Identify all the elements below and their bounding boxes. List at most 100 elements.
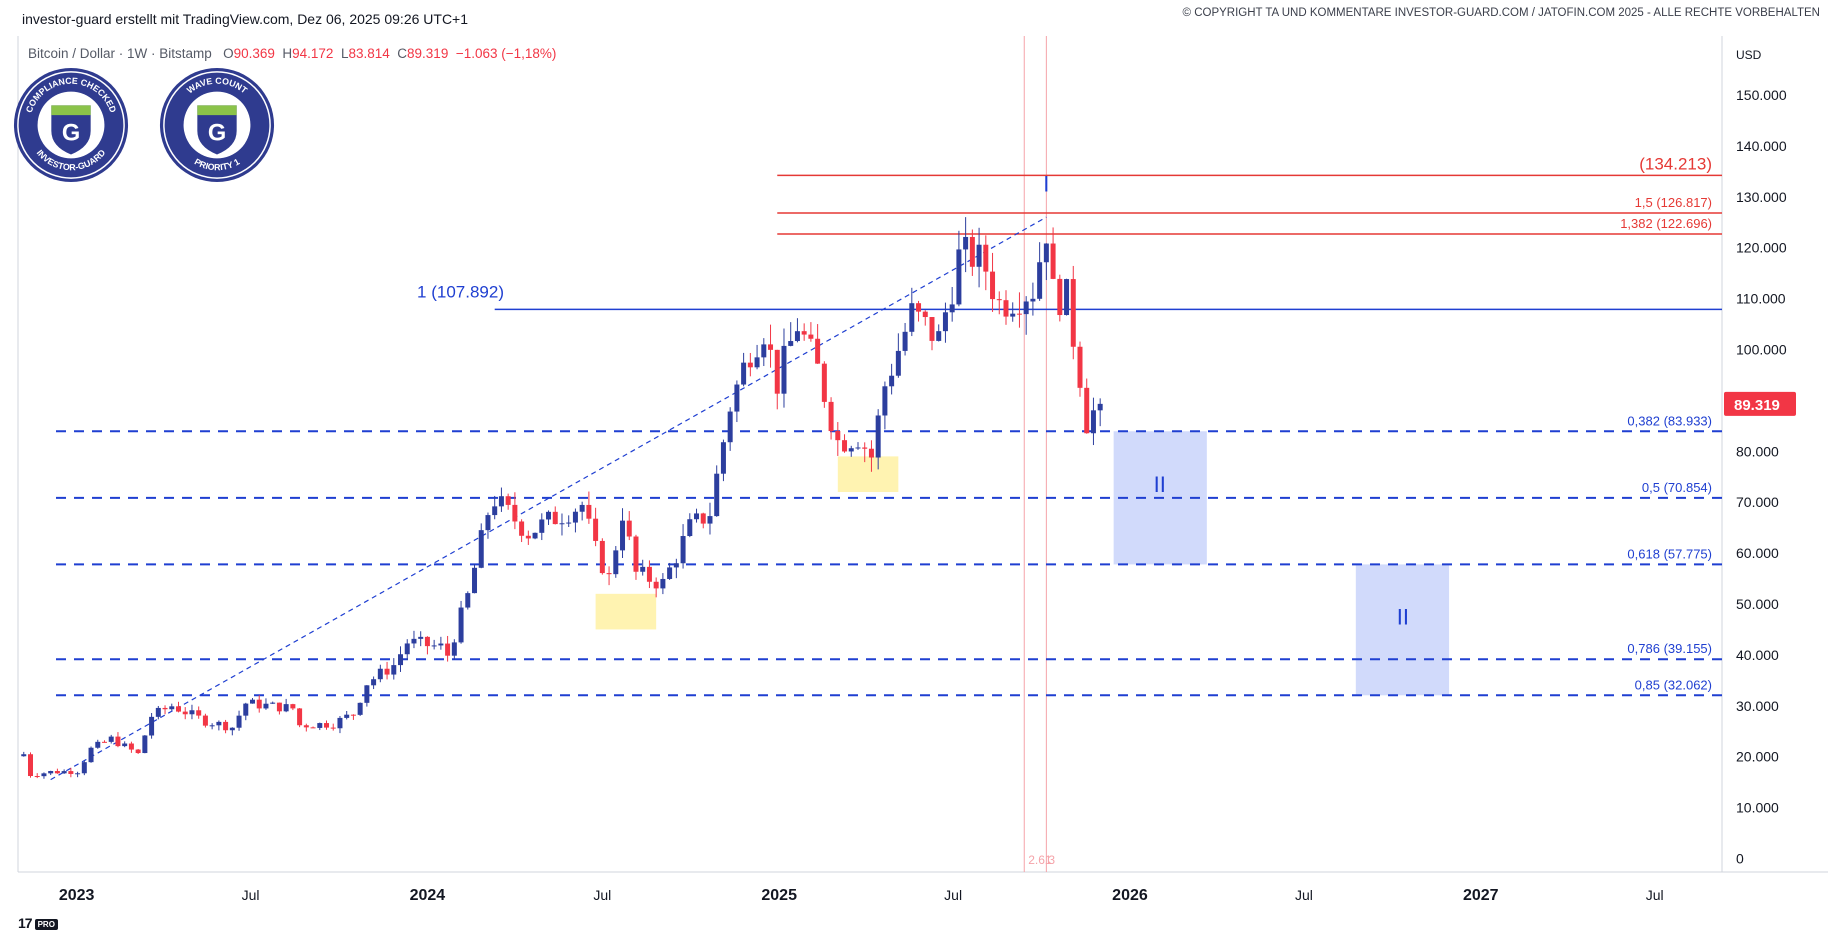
candle-body: [1077, 346, 1083, 388]
candle-body: [1037, 262, 1043, 299]
candle-body: [61, 771, 67, 774]
candle-body: [21, 754, 27, 757]
candle-body: [1016, 313, 1022, 315]
badge-2-letter: G: [208, 121, 226, 147]
candle-body: [1003, 300, 1009, 317]
fib-label-2: 1,382 (122.696): [1620, 216, 1712, 231]
change-value: −1.063 (−1,18%): [455, 46, 557, 61]
y-tick-label: 150.000: [1736, 87, 1787, 103]
currency-label: USD: [1736, 48, 1762, 62]
y-tick-label: 60.000: [1736, 545, 1779, 561]
candle-body: [640, 566, 646, 572]
candle-body: [714, 473, 720, 517]
candle-body: [1057, 278, 1063, 316]
y-tick-label: 20.000: [1736, 749, 1779, 765]
candle-body: [48, 771, 54, 774]
candle-body: [54, 771, 60, 774]
fib-label-6: 0,618 (57.775): [1627, 546, 1712, 561]
candle-body: [808, 334, 814, 339]
candle-body: [586, 504, 592, 519]
candle-body: [606, 573, 612, 575]
candle-body: [801, 331, 807, 335]
candle-body: [229, 727, 235, 731]
candle-body: [828, 401, 834, 432]
candle-body: [875, 415, 881, 458]
candle-body: [377, 668, 383, 680]
candle-body: [774, 349, 780, 394]
candle-body: [68, 771, 74, 774]
candle-body: [532, 532, 538, 539]
y-tick-label: 10.000: [1736, 800, 1779, 816]
copyright-text: © COPYRIGHT TA UND KOMMENTARE INVESTOR-G…: [1182, 7, 1820, 19]
candle-body: [687, 519, 693, 537]
candle-body: [276, 702, 282, 712]
candle-body: [660, 578, 666, 589]
badge-1-letter: G: [62, 121, 80, 147]
wave-count-badge: G WAVE COUNT PRIORITY 1: [159, 67, 275, 183]
candle-body: [81, 762, 87, 774]
tradingview-logo: 17 PRO: [18, 915, 58, 931]
candle-body: [539, 519, 545, 533]
candle-body: [579, 504, 585, 512]
last-price-tag: [1724, 391, 1796, 416]
candle-body: [572, 511, 578, 523]
candle-body: [310, 727, 316, 729]
candle-body: [862, 447, 868, 449]
candle-body: [149, 716, 155, 736]
candle-body: [895, 350, 901, 376]
candle-body: [88, 747, 94, 763]
top-bar: investor-guard erstellt mit TradingView.…: [0, 0, 1828, 36]
candle-body: [41, 773, 47, 777]
candle-body: [667, 567, 673, 579]
candle-body: [169, 706, 175, 710]
wave-label-0: I: [1043, 172, 1049, 197]
y-tick-label: 0: [1736, 851, 1744, 867]
y-tick-label: 110.000: [1736, 291, 1786, 307]
candle-body: [754, 357, 760, 368]
candle-body: [270, 702, 276, 704]
candle-body: [155, 707, 161, 717]
candle-body: [357, 702, 363, 715]
candle-body: [283, 704, 289, 712]
candle-body: [525, 535, 531, 539]
candle-body: [424, 636, 430, 647]
x-tick-label: 2026: [1112, 887, 1148, 904]
fib-label-4: 0,382 (83.933): [1627, 413, 1712, 428]
candle-body: [727, 411, 733, 443]
candle-body: [922, 311, 928, 318]
candle-body: [680, 536, 686, 564]
candle-body: [263, 703, 269, 709]
x-tick-label: Jul: [593, 887, 611, 903]
symbol-name: Bitcoin / Dollar · 1W · Bitstamp: [28, 46, 212, 61]
wave-label-2: II: [1397, 604, 1409, 629]
highlight-box-0: [595, 593, 657, 630]
candle-body: [653, 581, 659, 589]
candle-body: [794, 331, 800, 342]
candle-body: [848, 448, 854, 452]
candle-body: [478, 530, 484, 568]
candle-body: [445, 643, 451, 656]
candle-body: [882, 386, 888, 416]
candle-body: [512, 504, 518, 522]
candle-body: [707, 516, 713, 524]
candle-body: [472, 567, 478, 594]
candle-body: [1050, 243, 1056, 279]
candle-body: [115, 736, 121, 747]
candle-body: [1090, 410, 1096, 434]
y-tick-label: 70.000: [1736, 494, 1779, 510]
candle-body: [485, 515, 491, 531]
candle-body: [559, 523, 565, 525]
candle-body: [1070, 279, 1076, 347]
candle-body: [344, 714, 350, 718]
candle-body: [936, 331, 942, 341]
candle-body: [364, 685, 370, 703]
candle-body: [855, 447, 861, 449]
x-tick-label: 2025: [761, 887, 797, 904]
low-value: 83.814: [348, 46, 390, 61]
candle-body: [916, 303, 922, 312]
candle-body: [741, 362, 747, 385]
high-label: H: [282, 46, 293, 61]
candle-body: [626, 520, 632, 537]
y-tick-label: 100.000: [1736, 342, 1787, 358]
